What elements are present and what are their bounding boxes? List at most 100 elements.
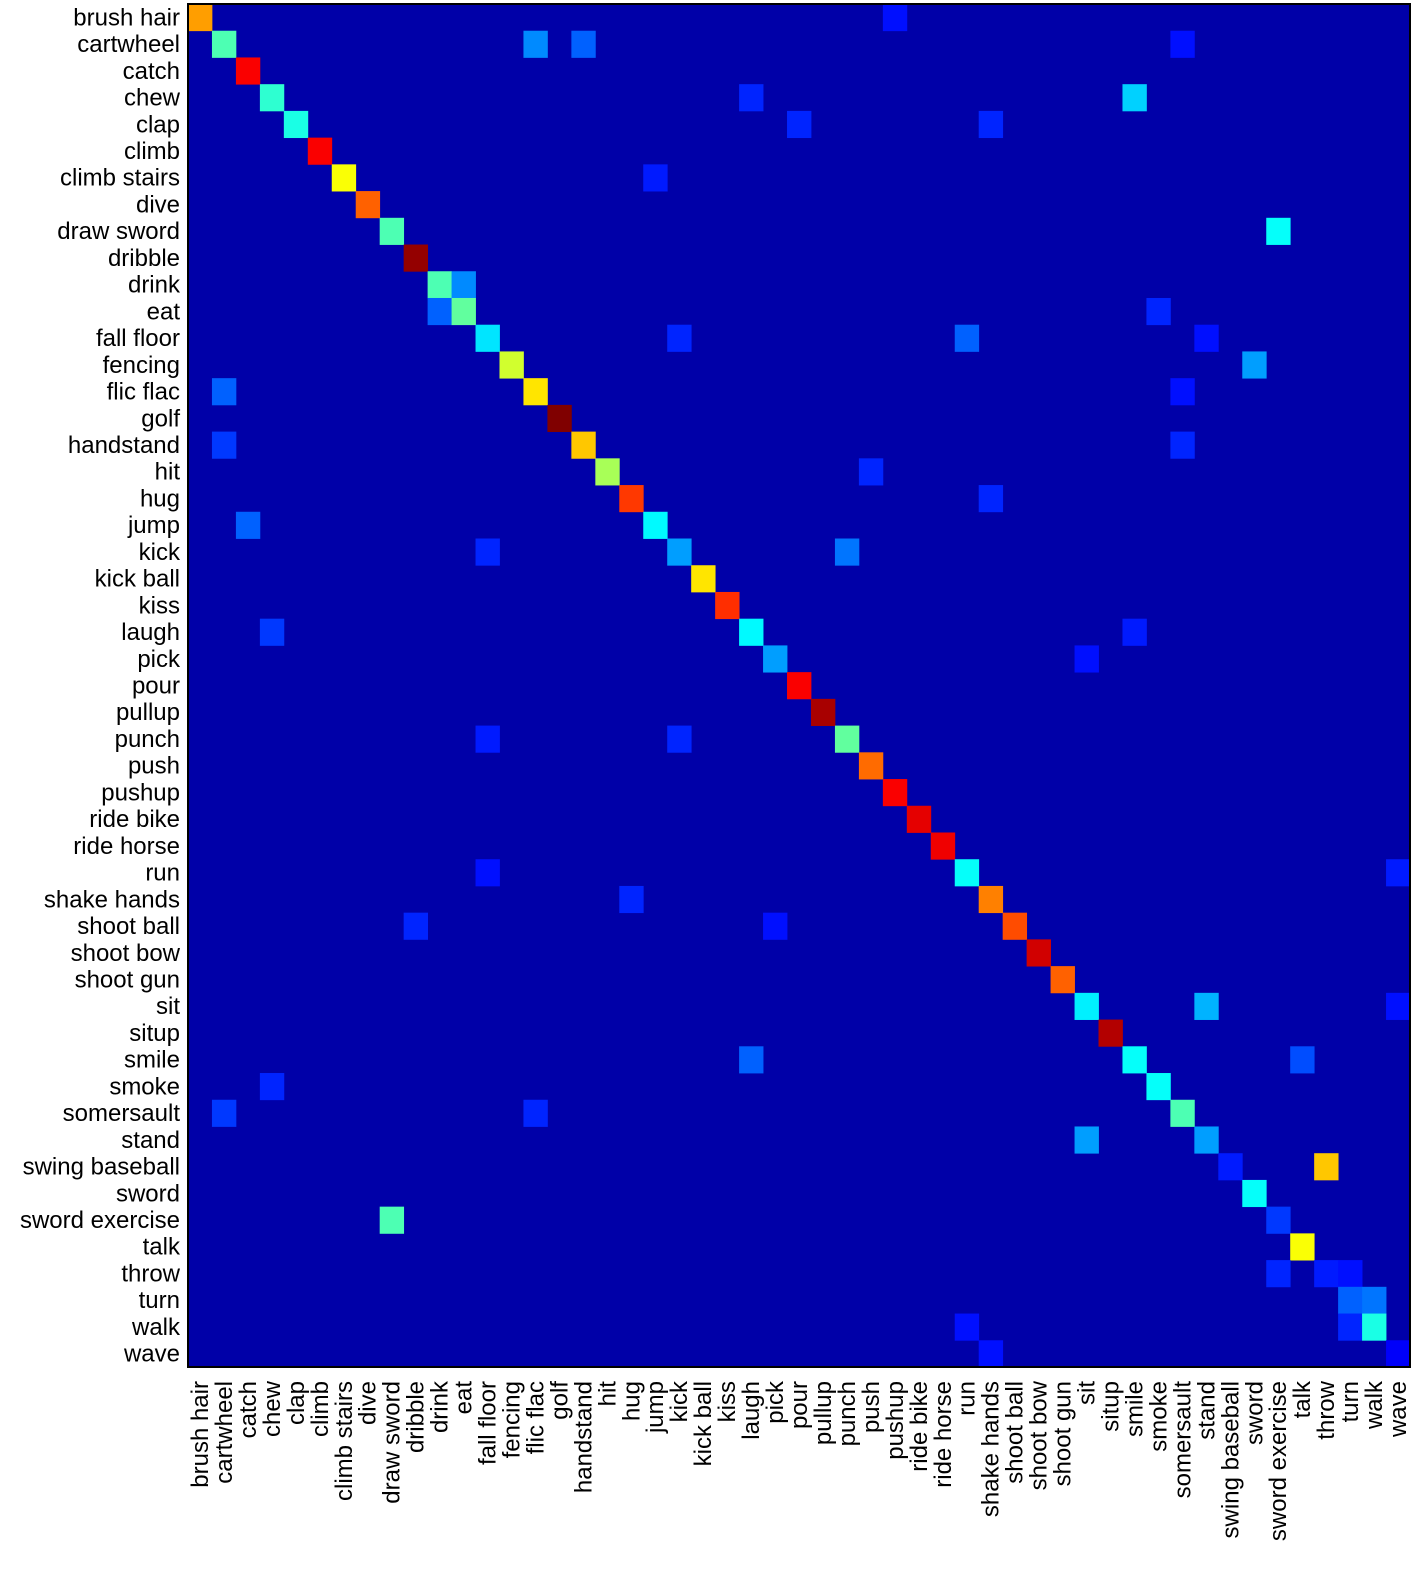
matrix-cell	[619, 485, 644, 513]
matrix-cell	[211, 431, 237, 459]
y-tick-label: draw sword	[57, 218, 180, 245]
matrix-cell	[1002, 912, 1028, 940]
x-tick-label: ride horse	[930, 1381, 957, 1488]
x-tick-label: talk	[1289, 1380, 1316, 1418]
matrix-cell	[1170, 1099, 1195, 1127]
matrix-cell	[954, 1313, 980, 1341]
matrix-cell	[882, 779, 908, 807]
matrix-cell	[1122, 1046, 1147, 1074]
matrix-cell	[1170, 431, 1195, 459]
matrix-cell	[523, 378, 548, 406]
matrix-cell	[739, 618, 764, 646]
x-tick-label: ride bike	[906, 1381, 933, 1472]
matrix-cell	[858, 752, 884, 780]
matrix-cell	[715, 591, 740, 620]
y-tick-label: sit	[156, 993, 180, 1020]
matrix-cell	[259, 1073, 285, 1101]
matrix-cell	[667, 324, 692, 352]
matrix-cell	[954, 324, 980, 352]
matrix-cell	[739, 1046, 764, 1074]
matrix-cell	[475, 538, 500, 566]
x-tick-label: pullup	[810, 1381, 837, 1445]
x-tick-label: walk	[1361, 1380, 1388, 1430]
y-tick-label: smoke	[109, 1073, 180, 1100]
x-tick-label: dive	[355, 1381, 382, 1425]
x-tick-label: climb	[307, 1381, 334, 1437]
x-tick-label: smoke	[1145, 1381, 1172, 1452]
matrix-cell	[1266, 1260, 1291, 1288]
matrix-cell	[1290, 1046, 1315, 1074]
matrix-cell	[834, 538, 860, 566]
x-tick-label: jump	[642, 1381, 669, 1434]
y-tick-label: dive	[136, 191, 180, 218]
matrix-cell	[1266, 217, 1291, 245]
matrix-cell	[379, 1206, 405, 1234]
y-tick-label: pick	[137, 646, 181, 673]
matrix-cell	[1098, 1019, 1123, 1047]
y-tick-label: kick ball	[95, 566, 180, 593]
matrix-cell	[1026, 939, 1051, 967]
x-tick-label: shoot bow	[1026, 1380, 1053, 1490]
x-tick-label: fencing	[498, 1381, 525, 1458]
matrix-cell	[403, 244, 429, 272]
matrix-cell	[211, 1099, 237, 1127]
matrix-cell	[1194, 324, 1219, 352]
matrix-cell	[1194, 992, 1219, 1020]
matrix-cell	[571, 30, 596, 58]
x-tick-label: shake hands	[978, 1381, 1005, 1517]
matrix-cell	[643, 511, 668, 539]
matrix-cell	[882, 4, 908, 32]
x-tick-label: run	[954, 1381, 981, 1416]
matrix-cell	[1074, 992, 1099, 1020]
y-tick-label: talk	[143, 1234, 181, 1261]
x-tick-label: swing baseball	[1217, 1381, 1244, 1538]
x-tick-label: sword exercise	[1265, 1381, 1292, 1541]
y-tick-label: chew	[124, 85, 181, 112]
matrix-cell	[547, 404, 572, 433]
y-tick-label: pour	[132, 673, 180, 700]
y-tick-label: smile	[124, 1047, 180, 1074]
matrix-cell	[427, 297, 452, 326]
matrix-cell	[834, 725, 860, 753]
x-tick-label: flic flac	[522, 1381, 549, 1454]
matrix-cell	[930, 832, 956, 860]
y-tick-label: sword	[116, 1180, 180, 1207]
x-tick-label: wave	[1385, 1381, 1412, 1438]
matrix-cell	[1314, 1260, 1339, 1288]
matrix-cell	[763, 912, 788, 940]
x-tick-label: push	[858, 1381, 885, 1433]
matrix-cell	[235, 57, 261, 85]
matrix-cell	[235, 511, 261, 539]
matrix-cell	[1122, 84, 1147, 112]
matrix-cell	[211, 30, 237, 58]
matrix-cell	[619, 885, 644, 914]
x-tick-label: laugh	[738, 1381, 765, 1440]
y-tick-label: clap	[136, 111, 180, 138]
matrix-cell	[978, 110, 1004, 139]
matrix-cell	[1290, 1233, 1315, 1261]
matrix-cell	[451, 271, 476, 299]
matrix-cell	[1338, 1286, 1363, 1314]
x-tick-label: chew	[259, 1380, 286, 1437]
matrix-cell	[1146, 1073, 1171, 1101]
x-tick-label: smile	[1121, 1381, 1148, 1437]
matrix-cell	[739, 84, 764, 112]
plot-frame	[187, 3, 1411, 1368]
y-tick-label: hug	[140, 485, 180, 512]
matrix-cell	[188, 4, 213, 32]
matrix-cell	[211, 378, 237, 406]
matrix-cell	[787, 672, 812, 700]
matrix-cell	[1170, 378, 1195, 406]
matrix-cell	[451, 297, 476, 326]
x-tick-label: situp	[1097, 1381, 1124, 1432]
matrix-cell	[379, 217, 405, 245]
y-tick-label: catch	[123, 58, 180, 85]
y-tick-label: laugh	[121, 619, 180, 646]
matrix-cell	[355, 191, 381, 219]
x-tick-label: hug	[618, 1381, 645, 1421]
y-tick-label: shoot gun	[75, 966, 180, 993]
x-tick-label: shoot ball	[1002, 1381, 1029, 1484]
x-tick-label: kick ball	[690, 1381, 717, 1466]
y-tick-label: stand	[121, 1127, 180, 1154]
